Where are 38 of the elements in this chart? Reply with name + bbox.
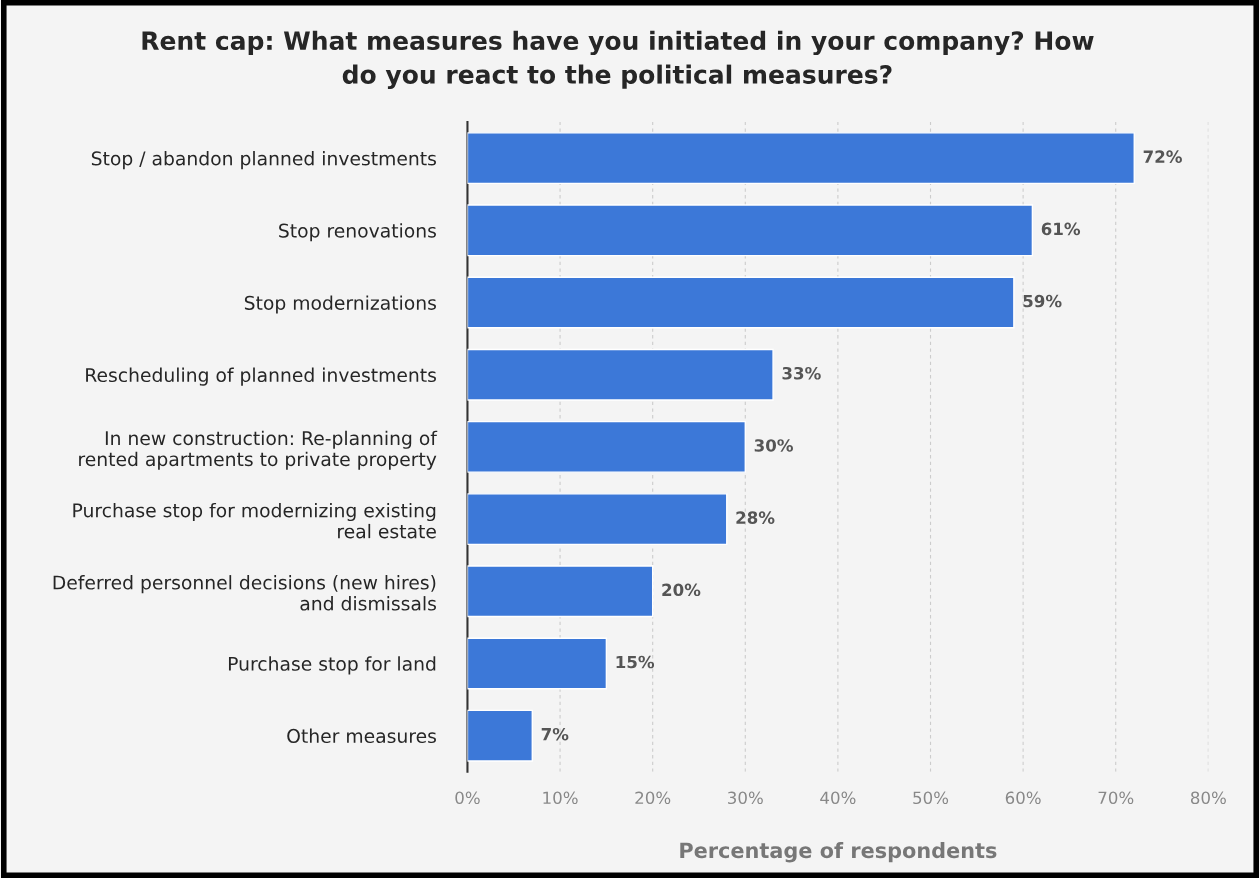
bar (467, 420, 746, 473)
data-label: 30% (754, 439, 793, 452)
y-tick-label: Deferred personnel decisions (new hires) and dismissals (53, 575, 436, 611)
y-tick-label: Other measures (287, 728, 436, 744)
bar (467, 493, 728, 546)
x-tick-label: 60% (1005, 791, 1041, 805)
data-label: 28% (736, 511, 775, 524)
x-tick-label: 80% (1190, 791, 1226, 805)
x-tick-label: 10% (543, 791, 578, 805)
bar (467, 348, 774, 401)
x-tick-label: 0% (455, 791, 480, 805)
data-label: 72% (1143, 150, 1182, 163)
y-tick-label: Stop renovations (279, 223, 436, 242)
y-tick-label: In new construction: Re-planning of rented apartments to private property (79, 430, 438, 470)
x-tick-label: 20% (635, 791, 671, 805)
bar (467, 132, 1135, 185)
x-tick-label: 50% (913, 791, 949, 805)
bar (467, 204, 1034, 257)
x-axis-title: Percentage of respondents (680, 842, 997, 863)
data-label: 33% (782, 366, 821, 380)
data-label: 20% (662, 583, 701, 597)
data-label: 59% (1023, 294, 1062, 308)
y-tick-label: Stop / abandon planned investments (91, 151, 436, 170)
x-tick-label: 40% (820, 791, 856, 805)
y-tick-label: Purchase stop for modernizing existing real estate (73, 502, 436, 539)
bar (467, 565, 654, 618)
bar (467, 637, 608, 690)
y-tick-label: Rescheduling of planned investments (86, 367, 436, 386)
x-tick-label: 70% (1098, 791, 1134, 805)
x-tick-label: 30% (728, 791, 763, 805)
chart-title: Rent cap: What measures have you initiated in your company? How do you react to the political measures? (142, 30, 1094, 90)
y-tick-label: Stop modernizations (244, 295, 436, 314)
bar (467, 709, 533, 762)
bar (467, 276, 1015, 329)
y-tick-label: Purchase stop for land (228, 656, 436, 675)
data-label: 15% (616, 655, 655, 669)
data-label: 7% (541, 727, 569, 741)
data-label: 61% (1041, 222, 1081, 236)
